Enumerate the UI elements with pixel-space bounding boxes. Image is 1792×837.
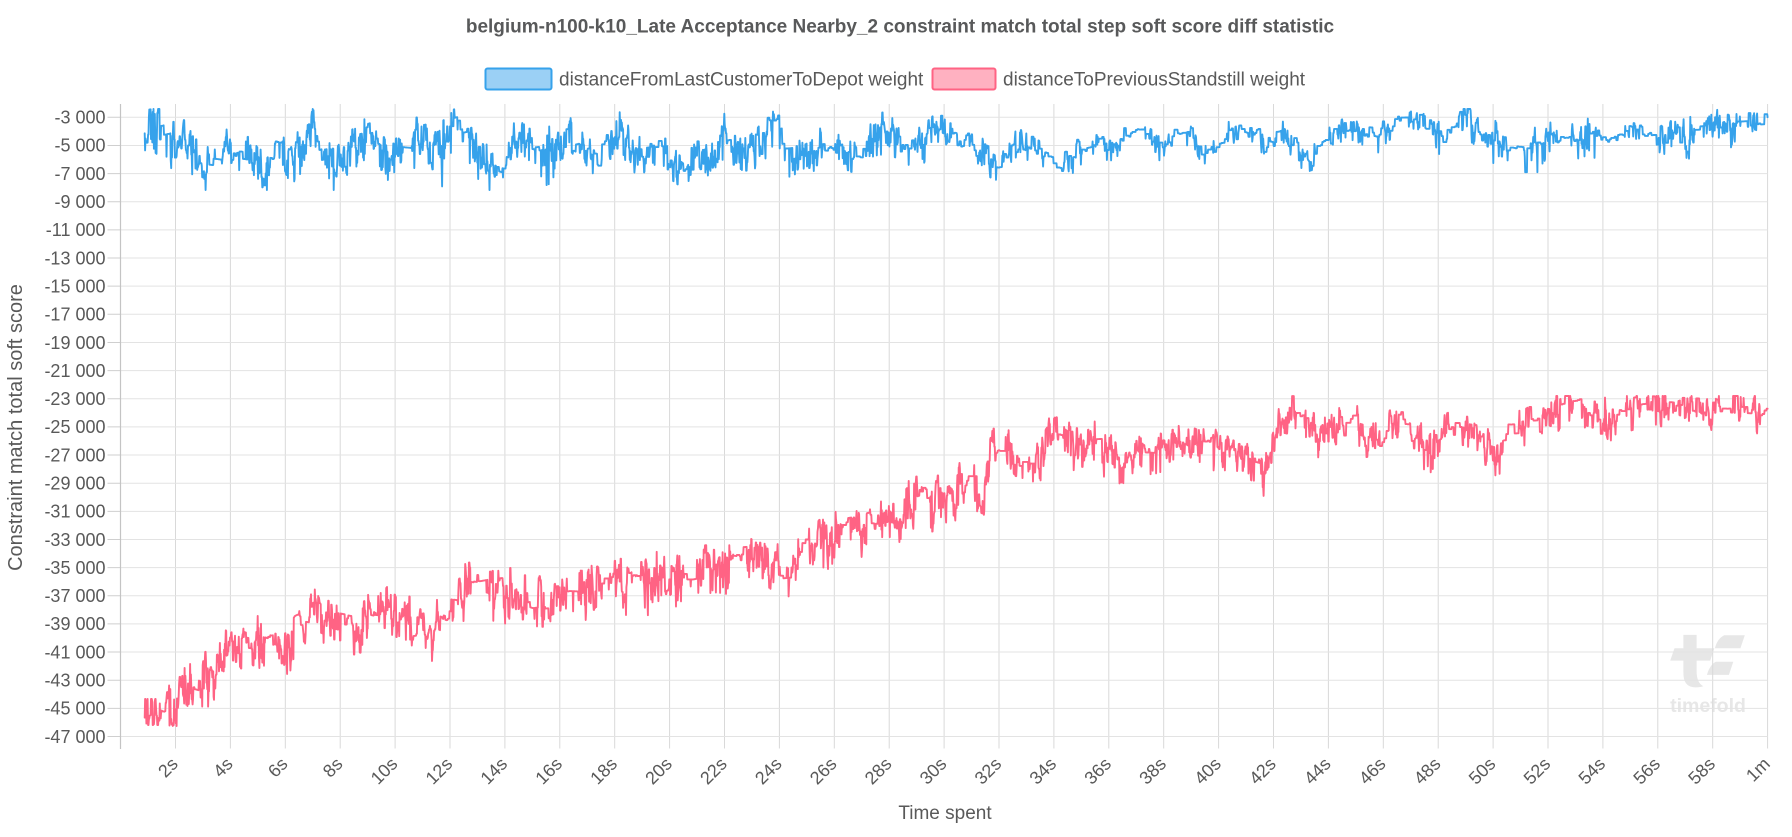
svg-text:-35 000: -35 000 — [44, 558, 105, 578]
svg-text:-29 000: -29 000 — [44, 474, 105, 494]
svg-text:-39 000: -39 000 — [44, 614, 105, 634]
svg-text:-23 000: -23 000 — [44, 389, 105, 409]
svg-text:-9 000: -9 000 — [54, 192, 105, 212]
svg-text:belgium-n100-k10_Late Acceptan: belgium-n100-k10_Late Acceptance Nearby_… — [466, 17, 1335, 38]
svg-text:-11 000: -11 000 — [46, 220, 106, 240]
svg-text:-37 000: -37 000 — [44, 586, 105, 606]
svg-text:-7 000: -7 000 — [54, 164, 105, 184]
svg-text:-33 000: -33 000 — [44, 530, 105, 550]
svg-text:Time spent: Time spent — [898, 803, 992, 824]
svg-text:Constraint match total soft sc: Constraint match total soft score — [5, 284, 27, 571]
svg-text:-31 000: -31 000 — [44, 502, 105, 522]
svg-text:-19 000: -19 000 — [44, 333, 105, 353]
svg-text:-13 000: -13 000 — [44, 248, 105, 268]
svg-text:-5 000: -5 000 — [54, 136, 105, 156]
svg-text:-27 000: -27 000 — [44, 445, 105, 465]
svg-text:-25 000: -25 000 — [44, 417, 105, 437]
svg-text:-41 000: -41 000 — [44, 642, 105, 662]
svg-text:-21 000: -21 000 — [44, 361, 105, 381]
svg-text:-43 000: -43 000 — [44, 671, 105, 691]
svg-text:-17 000: -17 000 — [44, 305, 105, 325]
svg-text:-47 000: -47 000 — [44, 727, 105, 747]
svg-text:-45 000: -45 000 — [44, 699, 105, 719]
svg-text:-3 000: -3 000 — [54, 108, 105, 128]
svg-text:distanceToPreviousStandstill w: distanceToPreviousStandstill weight — [1003, 70, 1306, 91]
svg-text:timefold: timefold — [1670, 695, 1746, 717]
svg-text:distanceFromLastCustomerToDepo: distanceFromLastCustomerToDepot weight — [559, 70, 924, 91]
svg-text:-15 000: -15 000 — [44, 277, 105, 297]
